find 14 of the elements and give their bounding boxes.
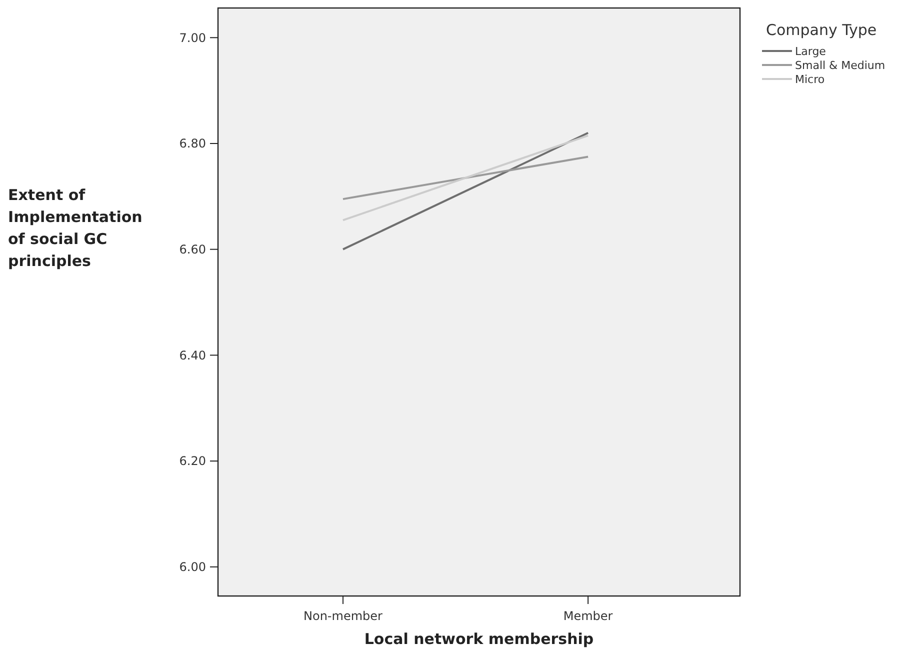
x-tick-label: Non-member xyxy=(304,609,383,623)
y-tick-label: 6.20 xyxy=(179,454,206,468)
y-tick-label: 6.60 xyxy=(179,242,206,257)
y-axis-title: Extent of Implementation of social GC principles xyxy=(8,186,142,270)
y-tick-label: 6.40 xyxy=(179,348,206,362)
y-tick-label: 6.80 xyxy=(179,136,206,151)
legend-title: Company Type xyxy=(766,21,877,39)
x-axis-title: Local network membership xyxy=(364,630,594,648)
legend-label: Large xyxy=(795,44,826,58)
x-tick-label: Member xyxy=(563,609,613,623)
y-tick-label: 6.00 xyxy=(179,560,206,574)
legend-label: Micro xyxy=(795,72,825,86)
y-tick-label: 7.00 xyxy=(179,30,206,45)
legend-label: Small & Medium xyxy=(795,58,886,72)
